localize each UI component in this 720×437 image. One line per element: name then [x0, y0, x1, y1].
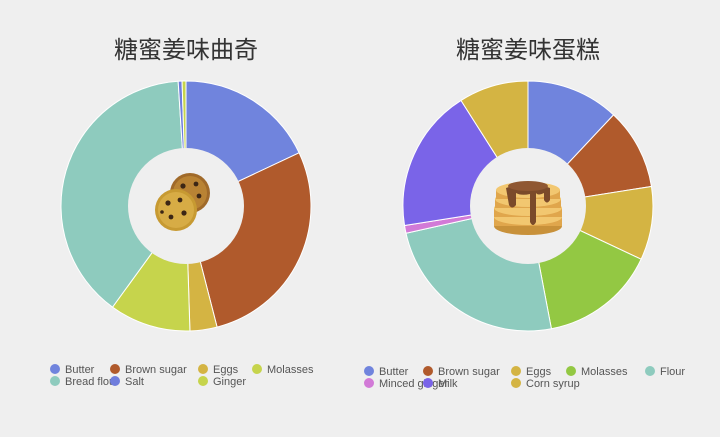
- cookie-legend-marker-salt: [110, 376, 120, 386]
- cookie-legend-label-ginger: Ginger: [213, 376, 246, 388]
- cake-legend-label-corn-syrup: Corn syrup: [526, 378, 580, 390]
- cookie-slice-bread-flour: [60, 80, 187, 308]
- cake-legend-label-butter: Butter: [379, 366, 409, 378]
- cookie-legend-marker-molasses: [252, 364, 262, 374]
- cake-legend-marker-butter: [364, 366, 374, 376]
- cookie-legend-marker-bread-flour: [50, 376, 60, 386]
- cookie-legend-label-eggs: Eggs: [213, 364, 239, 376]
- cake-legend-marker-brown-sugar: [423, 366, 433, 376]
- cake-legend-label-milk: Milk: [438, 378, 458, 390]
- cookie-legend-label-butter: Butter: [65, 364, 95, 376]
- cake-legend-label-flour: Flour: [660, 366, 685, 378]
- cake-legend-label-brown-sugar: Brown sugar: [438, 366, 500, 378]
- cake-legend-marker-milk: [423, 378, 433, 388]
- cookie-legend-label-molasses: Molasses: [267, 364, 314, 376]
- cookie-legend-marker-butter: [50, 364, 60, 374]
- cookie-icon: [155, 173, 210, 231]
- cake-legend-marker-corn-syrup: [511, 378, 521, 388]
- cake-legend-label-eggs: Eggs: [526, 366, 552, 378]
- cookie-legend-label-brown-sugar: Brown sugar: [125, 364, 187, 376]
- cookie-chart-title: 糖蜜姜味曲奇: [114, 36, 258, 64]
- cookie-legend-marker-brown-sugar: [110, 364, 120, 374]
- cake-legend-label-molasses: Molasses: [581, 366, 628, 378]
- cake-chart-title: 糖蜜姜味蛋糕: [456, 36, 600, 64]
- cake-legend-marker-flour: [645, 366, 655, 376]
- pancake-stack-icon: [494, 181, 562, 235]
- cookie-legend-label-bread-flour: Bread flour: [65, 376, 119, 388]
- cake-legend-marker-minced-ginger: [364, 378, 374, 388]
- cookie-legend-marker-eggs: [198, 364, 208, 374]
- cookie-legend-label-salt: Salt: [125, 376, 144, 388]
- cake-legend-marker-molasses: [566, 366, 576, 376]
- cake-legend-marker-eggs: [511, 366, 521, 376]
- cookie-legend-marker-ginger: [198, 376, 208, 386]
